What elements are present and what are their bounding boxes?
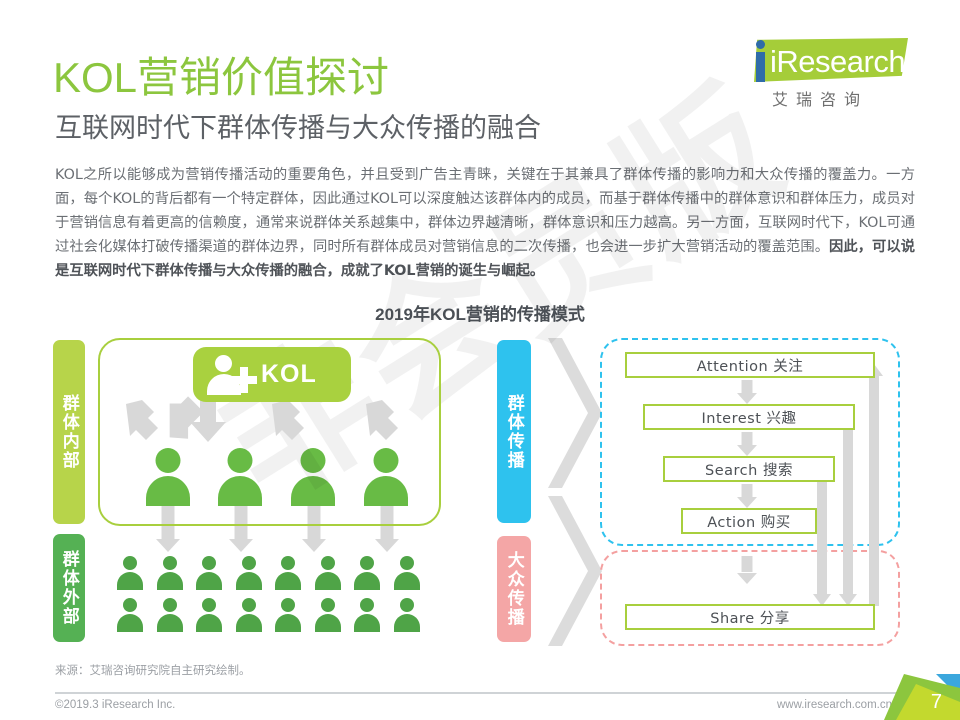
outer-member-icon [393, 598, 420, 632]
group-communication-zone [600, 338, 900, 546]
outer-member-icon [235, 556, 262, 590]
logo-i-stem-icon [756, 52, 765, 82]
outer-member-icon [196, 598, 222, 632]
kol-badge-label: KOL [261, 360, 317, 388]
spread-arrow-down [302, 506, 326, 552]
page-corner-decoration [884, 674, 960, 720]
funnel-arrow-interest-search [736, 432, 758, 456]
outer-member-icon [156, 556, 183, 590]
diagram-area: 群体内部 群体外部 群体传播 大众传播 [0, 336, 960, 648]
funnel-step-search[interactable]: Search 搜索 [663, 456, 835, 482]
spread-arrow-down [156, 506, 180, 552]
outer-member-icon [156, 598, 183, 632]
outer-member-icon [196, 556, 222, 590]
inner-member-icon [146, 448, 190, 506]
logo-shape: iResearch [736, 38, 908, 84]
outer-member-icon [117, 556, 143, 590]
page-title: KOL营销价值探讨 [53, 54, 390, 101]
funnel-arrow-attention-interest [736, 380, 758, 404]
spread-arrow-down [375, 506, 399, 552]
kol-to-members-arrows [126, 396, 398, 442]
kol-badge: KOL [193, 347, 351, 402]
funnel-step-share[interactable]: Share 分享 [625, 604, 875, 630]
label-inner-group: 群体内部 [53, 340, 85, 524]
outer-member-icon [117, 598, 143, 632]
logo-parallelogram [754, 38, 908, 82]
chevron-right-group [548, 338, 602, 488]
inner-member-icon [218, 448, 262, 506]
outer-member-icon [314, 556, 341, 590]
logo-i-dot-icon [756, 40, 765, 49]
funnel-arrow-action-share [736, 556, 758, 584]
loop-arrow-interest-to-share [838, 404, 858, 606]
iresearch-logo: iResearch 艾瑞咨询 [736, 38, 916, 109]
outer-member-icon [354, 556, 380, 590]
funnel-step-interest[interactable]: Interest 兴趣 [643, 404, 855, 430]
page-number: 7 [930, 691, 942, 713]
page-subtitle: 互联网时代下群体传播与大众传播的融合 [55, 113, 541, 143]
website-url: www.iresearch.com.cn [776, 699, 892, 711]
chevron-right-mass [548, 496, 602, 646]
label-outer-group: 群体外部 [53, 534, 85, 642]
mass-communication-zone [600, 550, 900, 646]
kol-person-plus-icon [205, 354, 257, 395]
outer-member-icon [235, 598, 262, 632]
outer-member-icon [354, 598, 380, 632]
inner-member-icon [364, 448, 408, 506]
label-mass-communication: 大众传播 [497, 536, 531, 642]
funnel-arrow-search-action [736, 484, 758, 508]
paragraph-bold-text: 因此，可以说是互联网时代下群体传播与大众传播的融合，成就了KOL营销的诞生与崛起… [55, 239, 915, 279]
source-note: 来源：艾瑞咨询研究院自主研究绘制。 [55, 663, 251, 677]
chart-title: 2019年KOL营销的传播模式 [375, 305, 585, 324]
outer-member-icon [393, 556, 420, 590]
logo-wordmark: iResearch [770, 44, 906, 79]
paragraph-plain-text: KOL之所以能够成为营销传播活动的重要角色，并且受到广告主青睐，关键在于其兼具了… [55, 167, 915, 255]
copyright-text: ©2019.3 iResearch Inc. [55, 699, 176, 711]
body-paragraph: KOL之所以能够成为营销传播活动的重要角色，并且受到广告主青睐，关键在于其兼具了… [55, 163, 915, 283]
funnel-step-attention[interactable]: Attention 关注 [625, 352, 875, 378]
outer-member-icon [314, 598, 341, 632]
footer-divider [55, 692, 905, 694]
funnel-step-action[interactable]: Action 购买 [681, 508, 817, 534]
logo-chinese-name: 艾瑞咨询 [772, 90, 869, 109]
loop-arrow-search-to-share [812, 456, 832, 606]
label-group-communication: 群体传播 [497, 340, 531, 523]
spread-arrow-down [229, 506, 253, 552]
outer-member-icon [275, 556, 301, 590]
inner-member-icon [291, 448, 335, 506]
inner-group-container [98, 338, 441, 526]
outer-member-icon [275, 598, 301, 632]
